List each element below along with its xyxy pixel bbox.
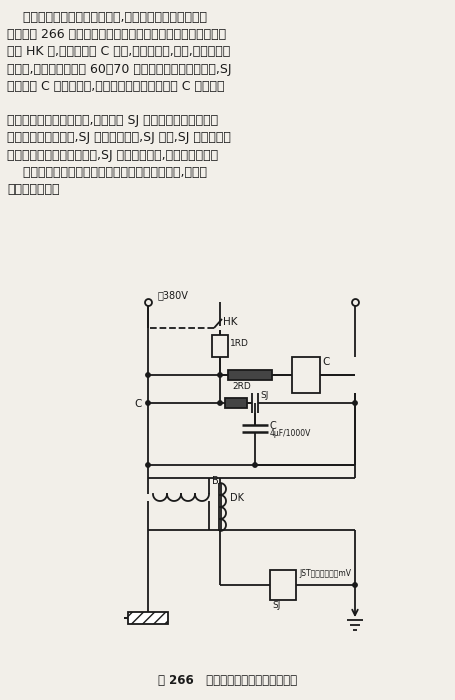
Circle shape — [146, 373, 150, 377]
Bar — [212, 335, 228, 357]
Text: 使用交流电焊机熄弧自动断电,可以达到保安和节电的作: 使用交流电焊机熄弧自动断电,可以达到保安和节电的作 — [7, 11, 207, 24]
Text: SJ: SJ — [259, 391, 268, 400]
Text: 弧时延时动作。: 弧时延时动作。 — [7, 183, 59, 196]
Text: SJ: SJ — [271, 601, 280, 610]
Bar — [224, 398, 247, 408]
Text: C: C — [134, 399, 141, 409]
Bar — [291, 357, 319, 393]
Circle shape — [217, 373, 222, 377]
Text: 刀闸 HK 时,交流接触器 C 得电,电焊机通电,这时,电焊工如果: 刀闸 HK 时,交流接触器 C 得电,电焊机通电,这时,电焊工如果 — [7, 46, 230, 58]
Bar — [128, 612, 167, 624]
Text: 时间继电器的工作点应整定在电弧燃烧时不动作,而在熄: 时间继电器的工作点应整定在电弧燃烧时不动作,而在熄 — [7, 166, 207, 179]
Bar — [269, 570, 295, 600]
Text: 1RD: 1RD — [229, 339, 248, 348]
Circle shape — [146, 463, 150, 467]
Text: 4μF/1000V: 4μF/1000V — [269, 429, 311, 438]
Text: 电容器继续给电焊机供电,使继电器 SJ 继续通电。当电焊机焊: 电容器继续给电焊机供电,使继电器 SJ 继续通电。当电焊机焊 — [7, 114, 217, 127]
Text: 电焊工即可焊接。焊接完毕,SJ 两端电压升高,经延时再动作。: 电焊工即可焊接。焊接完毕,SJ 两端电压升高,经延时再动作。 — [7, 148, 217, 162]
Circle shape — [252, 463, 257, 467]
Text: HK: HK — [222, 317, 237, 327]
Text: 条与焊件地壳接触时,SJ 两端电压很低,SJ 释放,SJ 触点闭合、: 条与焊件地壳接触时,SJ 两端电压很低,SJ 释放,SJ 触点闭合、 — [7, 132, 230, 144]
Text: 2RD: 2RD — [232, 382, 250, 391]
Text: B: B — [212, 476, 218, 486]
Bar — [228, 370, 271, 380]
Text: ～380V: ～380V — [157, 290, 188, 300]
Text: 用。如图 266 是应用时间继电器的自动熄弧断电装置。当合上: 用。如图 266 是应用时间继电器的自动熄弧断电装置。当合上 — [7, 28, 226, 41]
Text: C: C — [321, 357, 329, 367]
Text: 图 266   交流电焊机熄弧自动断电装置: 图 266 交流电焊机熄弧自动断电装置 — [158, 674, 297, 687]
Text: DK: DK — [229, 493, 243, 503]
Text: C: C — [269, 421, 276, 431]
Circle shape — [217, 401, 222, 405]
Circle shape — [146, 401, 150, 405]
Text: 不工作,电焊机空载电压 60～70 伏使时间继电器延时动作,SJ: 不工作,电焊机空载电压 60～70 伏使时间继电器延时动作,SJ — [7, 62, 231, 76]
Text: JST型线圈改绕约mV: JST型线圈改绕约mV — [298, 569, 350, 578]
Circle shape — [352, 401, 356, 405]
Circle shape — [352, 583, 356, 587]
Text: 触点断开 C 交流接触器,达到空载自停。但并接在 C 触点两端: 触点断开 C 交流接触器,达到空载自停。但并接在 C 触点两端 — [7, 80, 224, 93]
